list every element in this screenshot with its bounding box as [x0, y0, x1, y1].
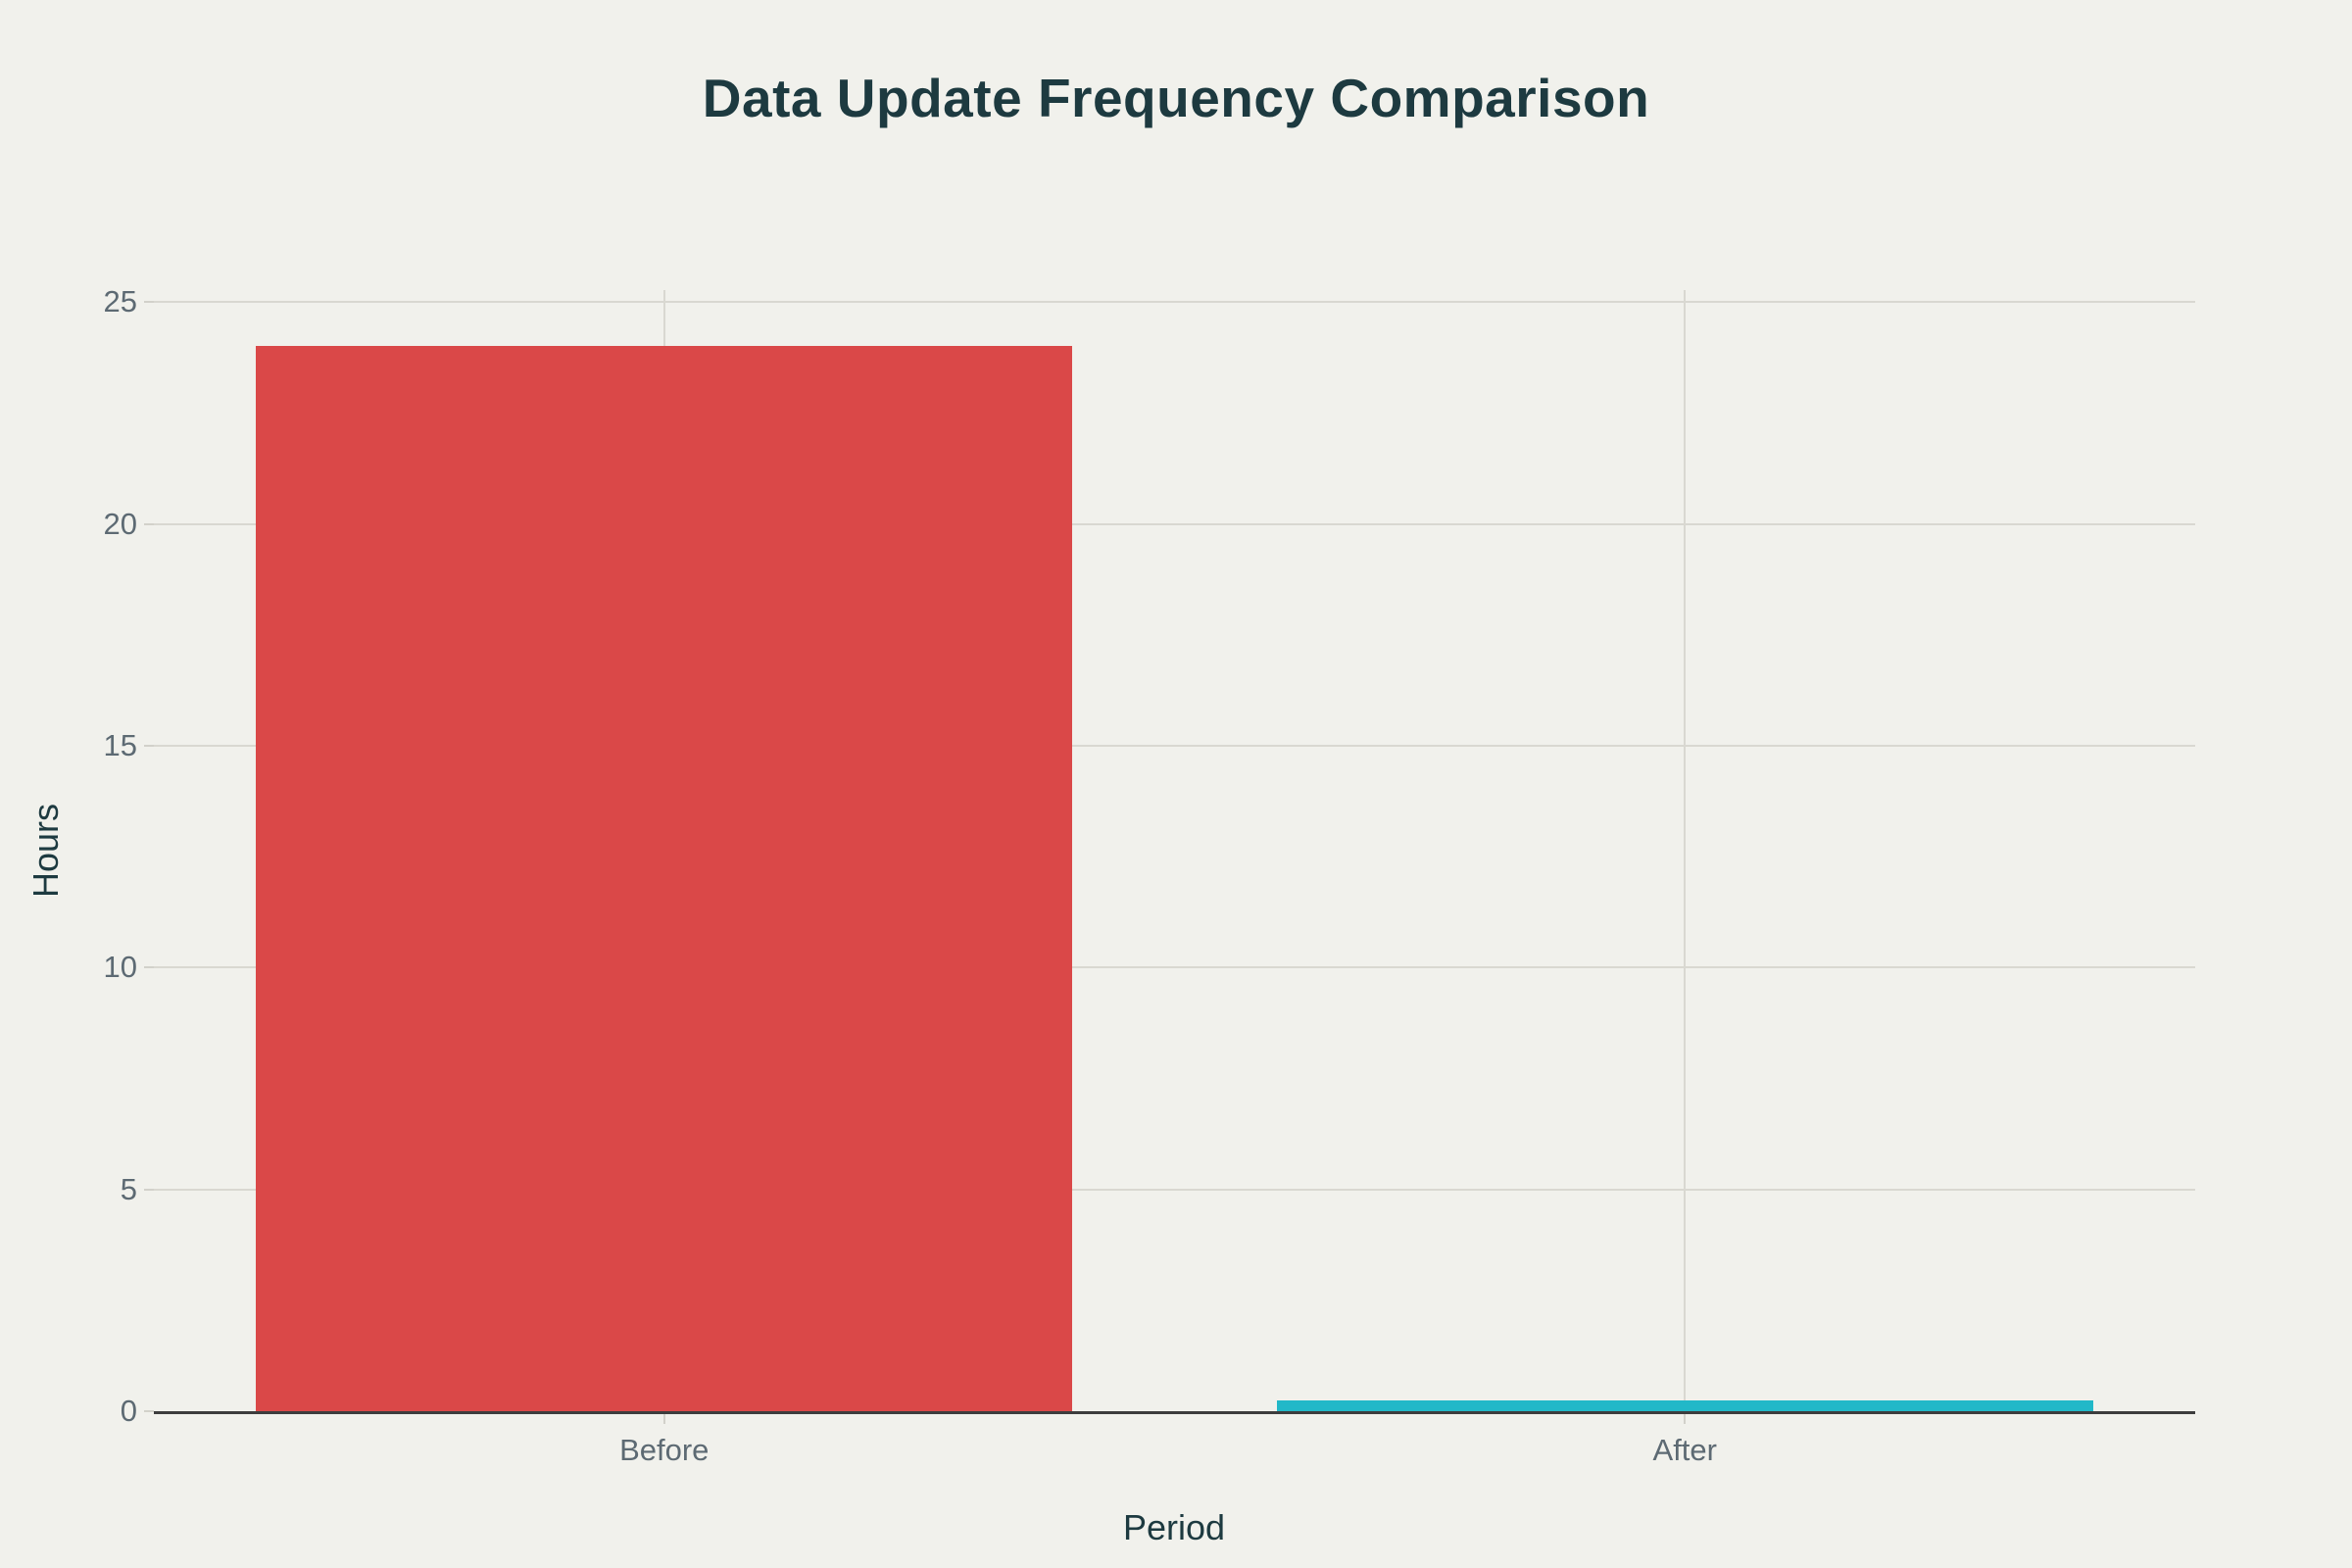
y-tick-label: 15	[103, 727, 137, 762]
y-gridline	[154, 301, 2195, 304]
y-tick-label: 5	[120, 1171, 137, 1206]
y-tick-mark	[144, 522, 154, 525]
x-gridline	[1684, 290, 1687, 1411]
x-tick-mark	[1684, 1411, 1687, 1424]
x-axis-line	[154, 1411, 2195, 1414]
y-tick-mark	[144, 1188, 154, 1191]
y-tick-mark	[144, 744, 154, 747]
y-gridline	[154, 1188, 2195, 1191]
y-tick-label: 20	[103, 506, 137, 541]
y-tick-label: 0	[120, 1394, 137, 1428]
y-tick-mark	[144, 966, 154, 969]
x-axis-title: Period	[1122, 1507, 1226, 1547]
y-gridline	[154, 522, 2195, 525]
y-gridline	[154, 966, 2195, 969]
y-tick-label: 10	[103, 950, 137, 985]
y-tick-label: 25	[103, 284, 137, 319]
x-category-label: Before	[619, 1433, 710, 1467]
bar-after[interactable]	[1276, 1399, 2093, 1411]
x-tick-mark	[662, 1411, 665, 1424]
y-tick-mark	[144, 301, 154, 304]
chart-title: Data Update Frequency Comparison	[702, 68, 1650, 128]
y-gridline	[154, 744, 2195, 747]
y-tick-mark	[144, 1410, 154, 1412]
bar-before[interactable]	[256, 346, 1073, 1411]
x-category-label: After	[1652, 1433, 1717, 1467]
